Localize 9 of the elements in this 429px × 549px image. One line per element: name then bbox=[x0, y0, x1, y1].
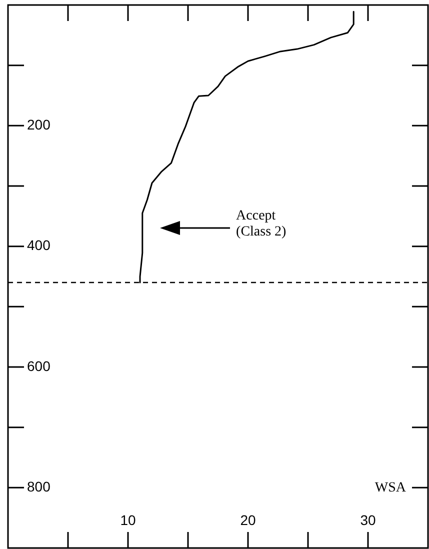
y-tick-label: 800 bbox=[27, 478, 51, 495]
x-tick-label: 20 bbox=[240, 512, 256, 528]
x-axis-title: WSA bbox=[374, 480, 407, 496]
y-tick-label: 400 bbox=[27, 237, 51, 254]
y-tick-label: 600 bbox=[27, 358, 51, 374]
y-tick-label: 200 bbox=[27, 116, 51, 133]
x-tick-label: 10 bbox=[120, 512, 136, 528]
x-tick-label: 30 bbox=[360, 512, 376, 528]
annotation: Accept (Class 2) bbox=[236, 208, 287, 240]
